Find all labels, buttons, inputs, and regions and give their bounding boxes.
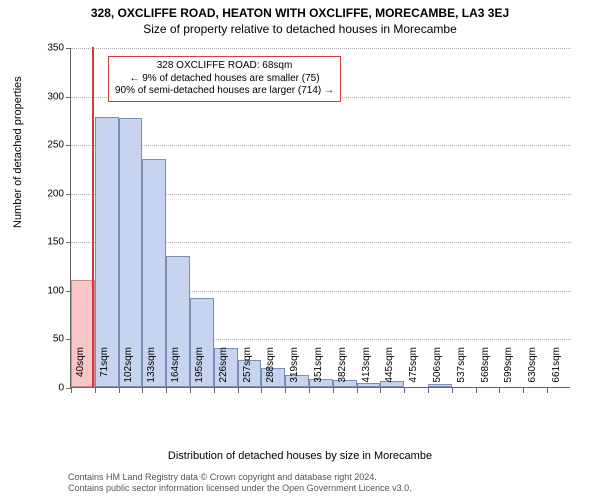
x-tick bbox=[333, 388, 334, 393]
x-tick-label: 71sqm bbox=[99, 347, 110, 392]
page-title: 328, OXCLIFFE ROAD, HEATON WITH OXCLIFFE… bbox=[0, 6, 600, 20]
x-tick-label: 475sqm bbox=[408, 347, 419, 392]
y-tick-label: 100 bbox=[34, 285, 64, 296]
y-tick-label: 200 bbox=[34, 188, 64, 199]
annotation-line-3: 90% of semi-detached houses are larger (… bbox=[115, 85, 334, 98]
x-tick-label: 133sqm bbox=[146, 347, 157, 392]
x-tick-label: 164sqm bbox=[170, 347, 181, 392]
x-tick bbox=[547, 388, 548, 393]
x-tick-label: 661sqm bbox=[551, 347, 562, 392]
y-tick bbox=[66, 97, 71, 98]
x-tick bbox=[238, 388, 239, 393]
x-tick-label: 319sqm bbox=[289, 347, 300, 392]
x-tick bbox=[309, 388, 310, 393]
x-tick-label: 226sqm bbox=[218, 347, 229, 392]
x-tick-label: 630sqm bbox=[527, 347, 538, 392]
x-tick-label: 102sqm bbox=[123, 347, 134, 392]
x-tick-label: 445sqm bbox=[384, 347, 395, 392]
marker-line bbox=[92, 47, 94, 387]
x-tick-label: 195sqm bbox=[194, 347, 205, 392]
y-tick bbox=[66, 194, 71, 195]
y-tick bbox=[66, 48, 71, 49]
highlight-annotation: 328 OXCLIFFE ROAD: 68sqm ← 9% of detache… bbox=[108, 56, 341, 102]
x-tick bbox=[404, 388, 405, 393]
x-tick bbox=[380, 388, 381, 393]
x-tick bbox=[357, 388, 358, 393]
x-tick bbox=[214, 388, 215, 393]
y-tick-label: 150 bbox=[34, 237, 64, 248]
x-axis-label: Distribution of detached houses by size … bbox=[0, 450, 600, 462]
y-tick bbox=[66, 145, 71, 146]
x-tick bbox=[428, 388, 429, 393]
x-tick bbox=[452, 388, 453, 393]
y-tick-label: 350 bbox=[34, 43, 64, 54]
gridline bbox=[71, 145, 571, 146]
x-tick-label: 537sqm bbox=[456, 347, 467, 392]
y-axis-label: Number of detached properties bbox=[12, 76, 24, 228]
x-tick-label: 40sqm bbox=[75, 347, 86, 392]
gridline bbox=[71, 48, 571, 49]
footer-line-2: Contains public sector information licen… bbox=[68, 483, 412, 494]
y-tick-label: 50 bbox=[34, 334, 64, 345]
x-tick bbox=[119, 388, 120, 393]
x-tick bbox=[190, 388, 191, 393]
x-tick bbox=[142, 388, 143, 393]
x-tick bbox=[71, 388, 72, 393]
x-tick-label: 413sqm bbox=[361, 347, 372, 392]
y-tick-label: 0 bbox=[34, 383, 64, 394]
footer-attribution: Contains HM Land Registry data © Crown c… bbox=[68, 472, 412, 494]
x-tick bbox=[476, 388, 477, 393]
x-tick bbox=[166, 388, 167, 393]
x-tick-label: 257sqm bbox=[242, 347, 253, 392]
x-tick bbox=[499, 388, 500, 393]
y-tick-label: 300 bbox=[34, 91, 64, 102]
annotation-line-2: ← 9% of detached houses are smaller (75) bbox=[115, 73, 334, 86]
x-tick-label: 506sqm bbox=[432, 347, 443, 392]
footer-line-1: Contains HM Land Registry data © Crown c… bbox=[68, 472, 412, 483]
x-tick-label: 568sqm bbox=[480, 347, 491, 392]
x-tick-label: 288sqm bbox=[265, 347, 276, 392]
x-tick-label: 599sqm bbox=[503, 347, 514, 392]
y-tick bbox=[66, 242, 71, 243]
x-tick-label: 351sqm bbox=[313, 347, 324, 392]
x-tick bbox=[261, 388, 262, 393]
x-tick bbox=[285, 388, 286, 393]
x-tick bbox=[95, 388, 96, 393]
annotation-line-1: 328 OXCLIFFE ROAD: 68sqm bbox=[115, 60, 334, 73]
chart-area: 05010015020025030035040sqm71sqm102sqm133… bbox=[70, 48, 570, 408]
page-subtitle: Size of property relative to detached ho… bbox=[0, 22, 600, 36]
x-tick bbox=[523, 388, 524, 393]
x-tick-label: 382sqm bbox=[337, 347, 348, 392]
y-tick-label: 250 bbox=[34, 140, 64, 151]
